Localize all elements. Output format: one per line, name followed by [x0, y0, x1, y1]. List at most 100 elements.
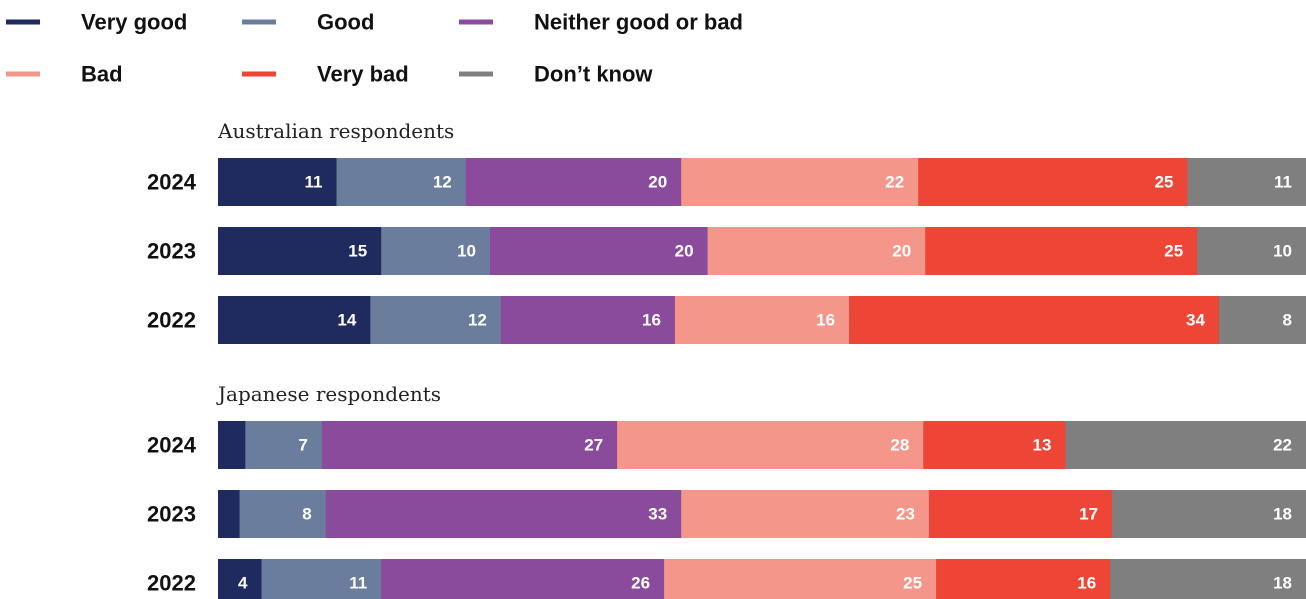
data-label: 12	[433, 173, 452, 192]
data-label: 33	[648, 505, 667, 524]
legend-item-good: Good	[242, 10, 374, 35]
data-label: 13	[1033, 436, 1052, 455]
legend-swatch	[6, 71, 40, 77]
bar-segment-don-t-know	[1112, 490, 1306, 538]
bar-row-2024: 2024 11 12 20 22 25 11	[147, 158, 1306, 206]
bar-segment-very-bad	[936, 559, 1111, 599]
bar-segment-bad	[681, 158, 919, 206]
legend-swatch	[242, 71, 276, 77]
bar-segment-good	[370, 296, 502, 344]
data-label: 20	[892, 242, 911, 261]
data-label: 4	[238, 574, 248, 593]
legend-label: Bad	[81, 62, 123, 87]
data-label: 25	[1155, 173, 1174, 192]
legend-label: Neither good or bad	[534, 10, 743, 35]
bar-segment-very-bad	[925, 227, 1198, 275]
data-label: 11	[1274, 173, 1292, 192]
data-label: 8	[1283, 311, 1292, 330]
bar-segment-very-good	[218, 296, 371, 344]
bar-row-2023: 2023 15 10 20 20 25 10	[147, 227, 1306, 275]
legend-item-bad: Bad	[6, 62, 123, 87]
row-label: 2023	[147, 502, 196, 527]
bar-segment-don-t-know	[1187, 158, 1306, 206]
data-label: 14	[337, 311, 356, 330]
legend-item-very-good: Very good	[6, 10, 187, 35]
bar-row-2024: 2024 7 27 28 13 22	[147, 421, 1306, 469]
data-label: 20	[648, 173, 667, 192]
legend-swatch	[459, 19, 493, 25]
legend: Very good Good Neither good or bad Bad Very …	[6, 10, 743, 87]
data-label: 34	[1186, 311, 1205, 330]
data-label: 8	[302, 505, 311, 524]
data-label: 23	[896, 505, 915, 524]
bar-segment-good	[261, 559, 382, 599]
bar-segment-bad	[674, 296, 850, 344]
bar-segment-don-t-know	[1197, 227, 1306, 275]
data-label: 28	[890, 436, 909, 455]
data-label: 17	[1079, 505, 1098, 524]
bar-segment-very-bad	[923, 421, 1066, 469]
bar-segment-neither-good-or-bad	[321, 421, 618, 469]
legend-label: Don’t know	[534, 62, 653, 87]
bar-segment-good	[245, 421, 323, 469]
data-label: 10	[1273, 242, 1292, 261]
data-label: 18	[1273, 574, 1292, 593]
data-label: 11	[305, 173, 323, 192]
data-label: 16	[1077, 574, 1096, 593]
data-label: 15	[348, 242, 367, 261]
row-label: 2024	[147, 170, 197, 195]
bar-segment-very-good	[218, 490, 241, 538]
legend-label: Good	[317, 10, 374, 35]
legend-item-don-t-know: Don’t know	[459, 62, 653, 87]
bar-segment-very-good	[218, 421, 246, 469]
data-label: 22	[1273, 436, 1292, 455]
data-label: 7	[298, 436, 307, 455]
bar-segment-very-good	[218, 559, 263, 599]
legend-swatch	[6, 19, 40, 25]
data-label: 12	[468, 311, 487, 330]
bar-segment-very-bad	[849, 296, 1220, 344]
bar-segment-very-good	[218, 227, 382, 275]
bar-row-2022: 2022 14 12 16 16 34 8	[147, 296, 1306, 344]
bar-segment-neither-good-or-bad	[465, 158, 682, 206]
bar-segment-don-t-know	[1065, 421, 1306, 469]
data-label: 16	[642, 311, 661, 330]
legend-item-neither-good-or-bad: Neither good or bad	[459, 10, 743, 35]
data-label: 16	[816, 311, 835, 330]
panel-title: Australian respondents	[217, 119, 454, 143]
bar-segment-good	[381, 227, 491, 275]
row-label: 2024	[147, 433, 197, 458]
bar-segment-neither-good-or-bad	[381, 559, 665, 599]
data-label: 27	[584, 436, 603, 455]
data-label: 10	[457, 242, 476, 261]
bar-segment-bad	[707, 227, 926, 275]
data-label: 11	[349, 574, 367, 593]
bar-segment-good	[239, 490, 327, 538]
data-label: 20	[675, 242, 694, 261]
bar-segment-don-t-know	[1110, 559, 1306, 599]
bar-row-2022: 2022 4 11 26 25 16 18	[147, 559, 1306, 599]
bar-segment-bad	[664, 559, 937, 599]
legend-swatch	[242, 19, 276, 25]
legend-swatch	[459, 71, 493, 77]
bar-segment-don-t-know	[1218, 296, 1306, 344]
panel-japanese-respondents: Japanese respondents 2024 7 27 28 13 22 2023 8 33…	[147, 382, 1306, 599]
bar-segment-bad	[617, 421, 924, 469]
bar-row-2023: 2023 8 33 23 17 18	[147, 490, 1306, 538]
row-label: 2023	[147, 239, 196, 264]
legend-item-very-bad: Very bad	[242, 62, 409, 87]
row-label: 2022	[147, 571, 196, 596]
data-label: 22	[885, 173, 904, 192]
bar-segment-neither-good-or-bad	[490, 227, 709, 275]
data-label: 18	[1273, 505, 1292, 524]
bar-segment-neither-good-or-bad	[500, 296, 676, 344]
bar-segment-very-bad	[928, 490, 1113, 538]
panel-title: Japanese respondents	[216, 382, 441, 406]
bar-segment-very-bad	[918, 158, 1189, 206]
data-label: 26	[631, 574, 650, 593]
data-label: 25	[1164, 242, 1183, 261]
bar-segment-very-good	[218, 158, 337, 206]
bar-segment-bad	[681, 490, 930, 538]
